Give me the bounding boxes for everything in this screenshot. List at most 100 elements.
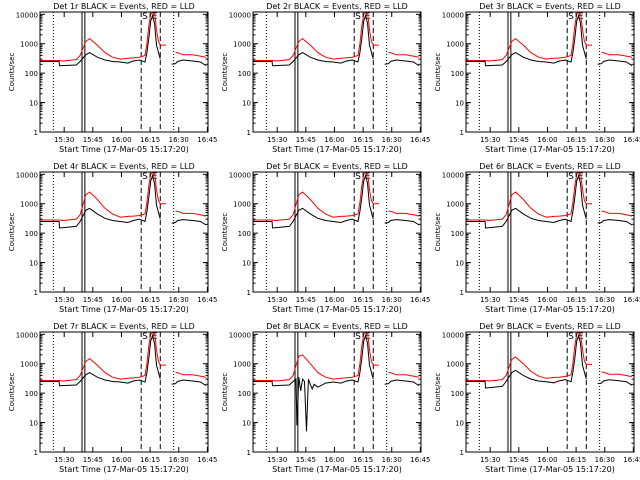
series-events-line bbox=[253, 14, 420, 67]
y-tick-label: 1 bbox=[247, 289, 251, 297]
x-tick-label: 16:30 bbox=[169, 456, 189, 464]
x-tick-label: 15:45 bbox=[296, 296, 316, 304]
x-tick-label: 16:45 bbox=[623, 136, 640, 144]
x-axis-label: Start Time (17-Mar-05 15:17:20) bbox=[272, 145, 402, 154]
y-tick-label: 10 bbox=[29, 420, 38, 428]
marker-letter-s: S bbox=[355, 12, 361, 22]
x-tick-label: 16:15 bbox=[140, 296, 160, 304]
marker-letter-s: S bbox=[142, 172, 148, 182]
panel-title: Det 6r BLACK = Events, RED = LLD bbox=[479, 162, 621, 171]
x-tick-label: 16:15 bbox=[353, 136, 373, 144]
x-axis-label: Start Time (17-Mar-05 15:17:20) bbox=[59, 465, 189, 474]
x-tick-label: 16:00 bbox=[324, 456, 344, 464]
y-tick-label: 1 bbox=[460, 129, 464, 137]
y-tick-label: 100 bbox=[451, 390, 464, 398]
y-axis-label: Counts/sec bbox=[8, 373, 16, 412]
plot-frame bbox=[465, 11, 635, 133]
y-tick-label: 1000 bbox=[446, 201, 464, 209]
x-tick-label: 16:45 bbox=[623, 456, 640, 464]
series-lld-line bbox=[40, 331, 207, 382]
x-tick-label: 16:00 bbox=[537, 456, 557, 464]
panel-title: Det 2r BLACK = Events, RED = LLD bbox=[266, 2, 408, 11]
x-tick-label: 15:30 bbox=[267, 296, 287, 304]
x-tick-label: 15:45 bbox=[509, 136, 529, 144]
plot-frame bbox=[252, 331, 422, 453]
x-tick-label: 15:45 bbox=[83, 296, 103, 304]
series-lld-line bbox=[466, 331, 633, 382]
x-tick-label: 15:45 bbox=[509, 296, 529, 304]
marker-letter-s: S bbox=[568, 332, 574, 342]
x-tick-label: 16:00 bbox=[537, 296, 557, 304]
x-tick-label: 16:15 bbox=[140, 136, 160, 144]
y-tick-label: 100 bbox=[451, 230, 464, 238]
y-tick-label: 1 bbox=[460, 289, 464, 297]
x-tick-label: 16:30 bbox=[382, 136, 402, 144]
y-tick-label: 10000 bbox=[442, 171, 464, 179]
y-tick-label: 1000 bbox=[233, 41, 251, 49]
x-tick-label: 15:45 bbox=[296, 136, 316, 144]
x-tick-label: 16:30 bbox=[169, 296, 189, 304]
y-axis-label: Counts/sec bbox=[434, 53, 442, 92]
y-tick-label: 10 bbox=[29, 100, 38, 108]
series-events-line bbox=[466, 334, 633, 389]
x-tick-label: 16:15 bbox=[566, 456, 586, 464]
plot-frame bbox=[252, 11, 422, 133]
y-tick-label: 10 bbox=[455, 260, 464, 268]
x-tick-label: 16:00 bbox=[324, 296, 344, 304]
y-tick-label: 10 bbox=[242, 420, 251, 428]
series-events-line bbox=[40, 174, 207, 229]
x-tick-label: 15:30 bbox=[480, 456, 500, 464]
marker-letter-s: S bbox=[568, 172, 574, 182]
panel-title: Det 5r BLACK = Events, RED = LLD bbox=[266, 162, 408, 171]
x-tick-label: 16:00 bbox=[111, 296, 131, 304]
series-lld-line bbox=[466, 171, 633, 222]
x-tick-label: 16:45 bbox=[197, 296, 217, 304]
y-axis-label: Counts/sec bbox=[8, 53, 16, 92]
x-tick-label: 15:30 bbox=[54, 136, 74, 144]
x-tick-label: 16:45 bbox=[197, 456, 217, 464]
x-axis-label: Start Time (17-Mar-05 15:17:20) bbox=[272, 465, 402, 474]
y-tick-label: 1000 bbox=[20, 201, 38, 209]
y-tick-label: 1000 bbox=[20, 41, 38, 49]
x-tick-label: 15:30 bbox=[480, 136, 500, 144]
series-events-line bbox=[40, 14, 207, 67]
y-tick-label: 1000 bbox=[20, 361, 38, 369]
x-tick-label: 16:00 bbox=[111, 136, 131, 144]
series-events-line bbox=[253, 174, 420, 229]
y-tick-label: 1000 bbox=[233, 201, 251, 209]
y-tick-label: 10000 bbox=[16, 171, 38, 179]
y-tick-label: 100 bbox=[25, 390, 38, 398]
y-axis-label: Counts/sec bbox=[221, 373, 229, 412]
y-tick-label: 1 bbox=[34, 449, 38, 457]
y-tick-label: 10000 bbox=[229, 11, 251, 19]
x-tick-label: 16:30 bbox=[595, 456, 615, 464]
x-tick-label: 15:30 bbox=[480, 296, 500, 304]
y-tick-label: 10000 bbox=[442, 331, 464, 339]
marker-letter-s: S bbox=[142, 332, 148, 342]
x-tick-label: 16:30 bbox=[169, 136, 189, 144]
x-axis-label: Start Time (17-Mar-05 15:17:20) bbox=[59, 145, 189, 154]
y-axis-label: Counts/sec bbox=[8, 213, 16, 252]
y-tick-label: 10 bbox=[242, 100, 251, 108]
y-tick-label: 1 bbox=[247, 129, 251, 137]
x-tick-label: 15:30 bbox=[267, 136, 287, 144]
y-tick-label: 10000 bbox=[16, 11, 38, 19]
series-lld-line bbox=[253, 171, 420, 222]
x-tick-label: 15:30 bbox=[267, 456, 287, 464]
x-tick-label: 16:15 bbox=[140, 456, 160, 464]
x-axis-label: Start Time (17-Mar-05 15:17:20) bbox=[485, 305, 615, 314]
x-tick-label: 15:45 bbox=[509, 456, 529, 464]
x-tick-label: 15:30 bbox=[54, 296, 74, 304]
x-tick-label: 16:30 bbox=[382, 296, 402, 304]
panel-title: Det 4r BLACK = Events, RED = LLD bbox=[53, 162, 195, 171]
y-tick-label: 100 bbox=[25, 70, 38, 78]
x-tick-label: 16:30 bbox=[595, 296, 615, 304]
y-tick-label: 10 bbox=[455, 420, 464, 428]
x-axis-label: Start Time (17-Mar-05 15:17:20) bbox=[272, 305, 402, 314]
series-lld-line bbox=[466, 11, 633, 62]
